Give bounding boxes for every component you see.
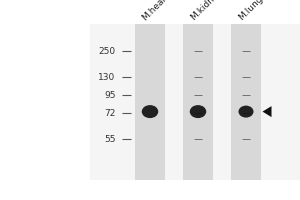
Bar (183, 24, 213, 180)
Text: 55: 55 (104, 134, 116, 144)
Ellipse shape (142, 105, 158, 118)
Text: M.lung: M.lung (237, 0, 265, 22)
Bar (135, 24, 165, 180)
Text: M.heart: M.heart (141, 0, 172, 22)
Text: 72: 72 (104, 108, 116, 117)
Text: M.kidney: M.kidney (189, 0, 224, 22)
Bar (231, 24, 261, 180)
Text: 130: 130 (98, 72, 116, 82)
Polygon shape (262, 106, 272, 117)
Ellipse shape (238, 106, 253, 118)
Ellipse shape (190, 105, 206, 118)
Bar (90, 24, 300, 180)
Text: 95: 95 (104, 90, 116, 99)
Text: 250: 250 (98, 46, 116, 55)
